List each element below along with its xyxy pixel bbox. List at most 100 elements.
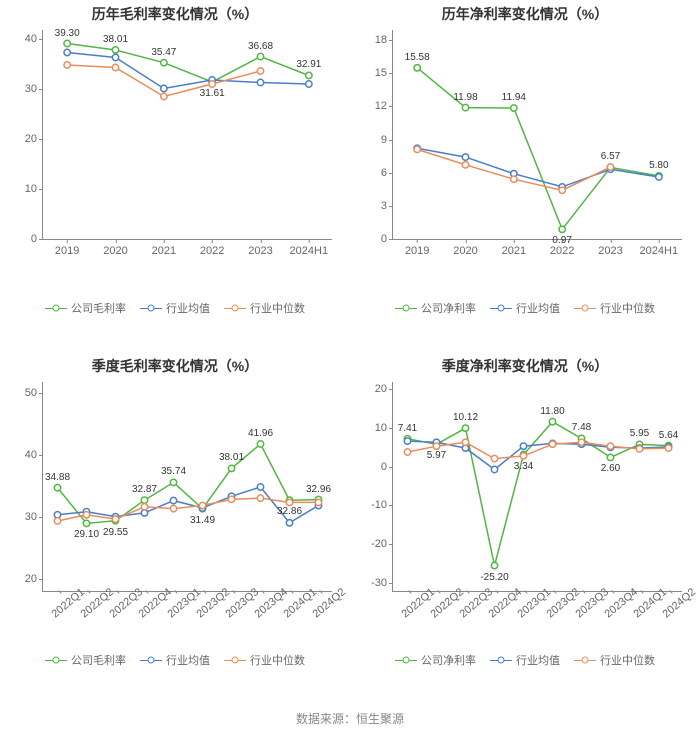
y-tick: 3 (381, 200, 393, 212)
value-label: 38.01 (103, 34, 128, 45)
value-label: 31.49 (190, 515, 215, 526)
value-label: 3.34 (514, 461, 533, 472)
y-tick: -10 (371, 499, 393, 511)
marker-median (414, 146, 420, 152)
y-tick: 30 (25, 511, 43, 523)
value-label: 31.61 (200, 88, 225, 99)
marker-median (491, 455, 497, 461)
legend-item-median: 行业中位数 (574, 300, 655, 316)
legend-label: 行业中位数 (600, 652, 655, 668)
series-line-company (408, 422, 669, 566)
plot-area: 0369121518201920202021202220232024H115.5… (392, 30, 682, 240)
marker-median (607, 443, 613, 449)
marker-median (170, 505, 176, 511)
marker-company (462, 425, 468, 431)
value-label: 32.86 (277, 506, 302, 517)
x-tick: 2020 (453, 239, 477, 257)
marker-median (209, 81, 215, 87)
legend-label: 公司净利率 (421, 652, 476, 668)
legend-label: 行业中位数 (250, 652, 305, 668)
marker-median (665, 445, 671, 451)
legend-label: 行业均值 (166, 300, 210, 316)
x-tick: 2021 (502, 239, 526, 257)
marker-company (549, 418, 555, 424)
value-label: 5.97 (427, 450, 446, 461)
y-tick: 0 (31, 233, 43, 245)
marker-avg (656, 174, 662, 180)
marker-company (257, 53, 263, 59)
marker-median (112, 516, 118, 522)
plot-area: -30-20-10010202022Q12022Q22022Q32022Q420… (392, 382, 682, 592)
legend-item-median: 行业中位数 (224, 652, 305, 668)
value-label: 32.91 (296, 59, 321, 70)
value-label: -25.20 (480, 572, 508, 583)
marker-median (607, 164, 613, 170)
x-tick: 2020 (103, 239, 127, 257)
value-label: 5.64 (659, 430, 678, 441)
y-tick: 20 (375, 383, 393, 395)
legend-item-median: 行业中位数 (224, 300, 305, 316)
x-tick: 2023 (598, 239, 622, 257)
legend-item-avg: 行业均值 (140, 652, 210, 668)
marker-median (54, 518, 60, 524)
marker-median (161, 93, 167, 99)
value-label: 5.80 (649, 160, 668, 171)
legend: 公司毛利率 行业均值行业中位数 (0, 300, 350, 316)
value-label: 39.30 (55, 28, 80, 39)
legend-item-company: 公司净利率 (395, 652, 476, 668)
marker-company (257, 441, 263, 447)
series-line-avg (58, 487, 319, 523)
x-tick: 2024H1 (640, 239, 679, 257)
y-tick: 18 (375, 34, 393, 46)
marker-median (228, 496, 234, 502)
marker-avg (306, 81, 312, 87)
value-label: 15.58 (405, 52, 430, 63)
marker-company (228, 465, 234, 471)
chart-title: 历年净利率变化情况（%） (350, 4, 700, 24)
value-label: 0.97 (552, 235, 571, 246)
legend-label: 行业均值 (166, 652, 210, 668)
marker-avg (257, 79, 263, 85)
y-tick: 12 (375, 100, 393, 112)
value-label: 11.80 (540, 406, 564, 417)
y-tick: 10 (25, 183, 43, 195)
y-tick: 0 (381, 461, 393, 473)
chart-title: 季度毛利率变化情况（%） (0, 356, 350, 376)
marker-median (636, 446, 642, 452)
value-label: 41.96 (248, 428, 273, 439)
marker-company (306, 72, 312, 78)
marker-avg (161, 85, 167, 91)
marker-median (112, 64, 118, 70)
marker-median (141, 504, 147, 510)
value-label: 35.74 (161, 466, 186, 477)
value-label: 29.10 (74, 529, 99, 540)
marker-company (83, 520, 89, 526)
legend-item-avg: 行业均值 (140, 300, 210, 316)
y-tick: 9 (381, 134, 393, 146)
panel-quarterly-gross: 季度毛利率变化情况（%）203040502022Q12022Q22022Q320… (0, 352, 350, 704)
legend: 公司净利率行业均值行业中位数 (350, 652, 700, 668)
marker-avg (64, 49, 70, 55)
value-label: 11.94 (502, 92, 526, 103)
value-label: 10.12 (453, 412, 478, 423)
y-tick: 20 (25, 133, 43, 145)
legend: 公司毛利率 行业均值 行业中位数 (0, 652, 350, 668)
marker-median (257, 495, 263, 501)
marker-company (414, 65, 420, 71)
legend-label: 公司毛利率 (71, 652, 126, 668)
marker-avg (404, 438, 410, 444)
x-tick: 2024H1 (290, 239, 329, 257)
y-tick: 40 (25, 449, 43, 461)
value-label: 6.57 (601, 151, 620, 162)
marker-avg (112, 54, 118, 60)
value-label: 35.47 (151, 47, 176, 58)
marker-company (161, 59, 167, 65)
value-label: 34.88 (45, 472, 70, 483)
marker-median (511, 176, 517, 182)
marker-median (462, 439, 468, 445)
legend-item-company: 公司毛利率 (45, 300, 126, 316)
marker-median (404, 449, 410, 455)
value-label: 36.68 (248, 41, 273, 52)
marker-avg (491, 466, 497, 472)
marker-median (257, 68, 263, 74)
